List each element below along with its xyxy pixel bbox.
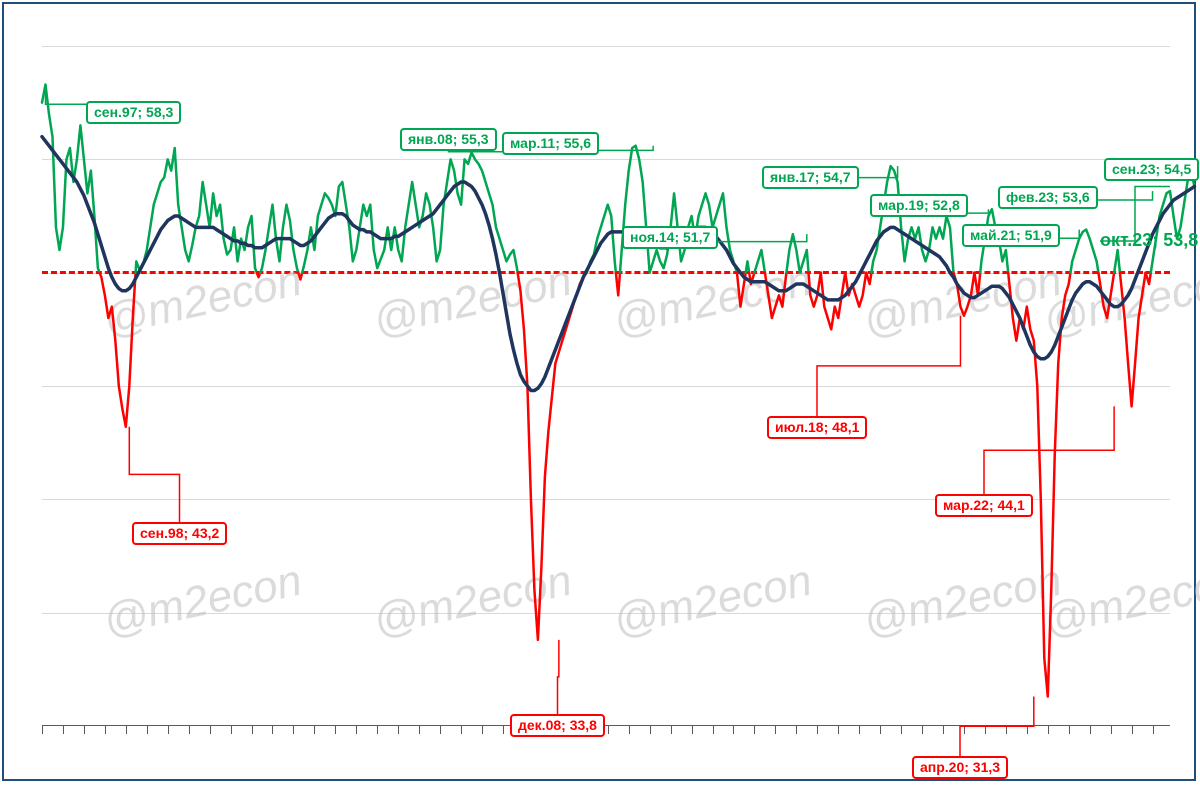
x-tick	[126, 726, 127, 734]
x-tick	[1153, 726, 1154, 734]
x-tick	[377, 726, 378, 734]
callout-label: апр.20; 31,3	[912, 756, 1008, 779]
x-tick	[943, 726, 944, 734]
callout-leader	[960, 697, 1034, 756]
callout-label: окт.23; 53,8	[1100, 231, 1198, 251]
x-tick	[733, 726, 734, 734]
callout-label: сен.98; 43,2	[132, 522, 227, 545]
x-tick	[42, 726, 43, 734]
x-tick	[629, 726, 630, 734]
x-tick	[796, 726, 797, 734]
callout-label: янв.17; 54,7	[762, 166, 859, 189]
x-tick	[461, 726, 462, 734]
x-tick	[1111, 726, 1112, 734]
callout-label: дек.08; 33,8	[510, 714, 605, 737]
x-tick	[63, 726, 64, 734]
callout-label: сен.23; 54,5	[1104, 158, 1199, 181]
x-tick	[419, 726, 420, 734]
x-tick	[314, 726, 315, 734]
x-tick	[482, 726, 483, 734]
x-tick	[1048, 726, 1049, 734]
x-tick	[838, 726, 839, 734]
x-tick	[754, 726, 755, 734]
x-tick	[713, 726, 714, 734]
x-tick	[964, 726, 965, 734]
x-tick	[356, 726, 357, 734]
x-tick	[1006, 726, 1007, 734]
callout-leader	[558, 640, 559, 714]
x-tick	[671, 726, 672, 734]
x-tick	[398, 726, 399, 734]
x-tick	[650, 726, 651, 734]
callout-label: фев.23; 53,6	[998, 186, 1098, 209]
x-tick	[210, 726, 211, 734]
callout-label: май.21; 51,9	[962, 224, 1060, 247]
x-tick	[503, 726, 504, 734]
x-tick	[335, 726, 336, 734]
callout-leader	[129, 427, 179, 522]
callout-label: мар.11; 55,6	[502, 132, 599, 155]
x-tick	[293, 726, 294, 734]
x-tick	[84, 726, 85, 734]
x-tick	[252, 726, 253, 734]
callout-label: мар.22; 44,1	[935, 494, 1033, 517]
callout-label: сен.97; 58,3	[86, 101, 181, 124]
x-tick	[1027, 726, 1028, 734]
x-tick	[817, 726, 818, 734]
x-tick	[922, 726, 923, 734]
leader-lines	[42, 46, 1170, 726]
x-tick	[692, 726, 693, 734]
x-tick	[1132, 726, 1133, 734]
x-tick	[168, 726, 169, 734]
x-tick	[880, 726, 881, 734]
chart-frame: @m2econ@m2econ@m2econ@m2econ@m2econ@m2ec…	[2, 2, 1196, 781]
x-tick	[272, 726, 273, 734]
x-tick	[105, 726, 106, 734]
x-tick	[901, 726, 902, 734]
x-tick	[1090, 726, 1091, 734]
callout-leader	[817, 316, 960, 416]
callout-label: мар.19; 52,8	[870, 194, 968, 217]
callout-label: ноя.14; 51,7	[622, 226, 718, 249]
callout-leader	[984, 406, 1114, 494]
x-tick	[775, 726, 776, 734]
plot-area: @m2econ@m2econ@m2econ@m2econ@m2econ@m2ec…	[42, 46, 1170, 726]
x-tick	[608, 726, 609, 734]
x-tick	[859, 726, 860, 734]
x-tick	[231, 726, 232, 734]
x-tick	[147, 726, 148, 734]
x-tick	[440, 726, 441, 734]
callout-label: июл.18; 48,1	[767, 416, 867, 439]
x-tick	[985, 726, 986, 734]
callout-label: янв.08; 55,3	[400, 128, 497, 151]
x-tick	[189, 726, 190, 734]
x-tick	[1069, 726, 1070, 734]
